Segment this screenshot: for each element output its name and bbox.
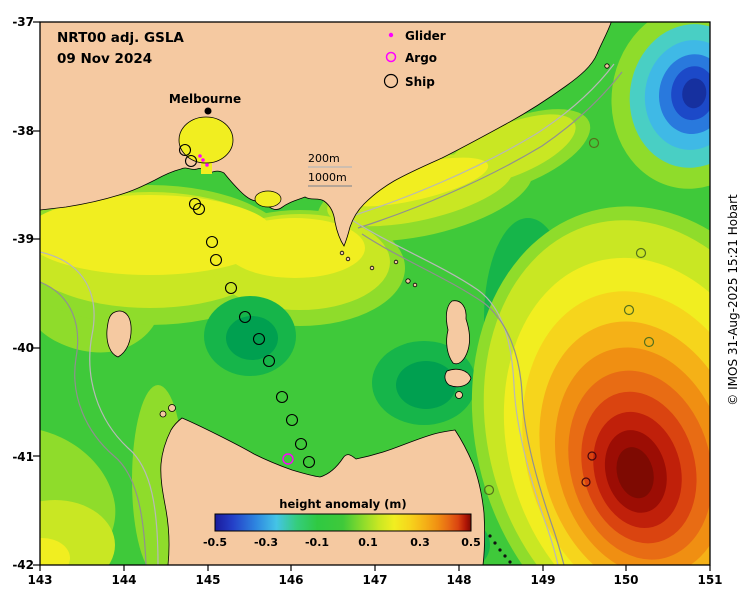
ship-marker	[302, 455, 316, 469]
float-marker	[635, 247, 647, 259]
track-dot-marker	[498, 548, 502, 552]
legend-label-argo: Argo	[405, 51, 437, 65]
map-date: 09 Nov 2024	[57, 51, 152, 67]
x-tick-label: 149	[530, 573, 555, 587]
y-axis-labels: -37 -38 -39 -40 -41 -42	[12, 15, 34, 572]
y-tick-label: -37	[12, 15, 34, 29]
land-three-hummock-island	[159, 410, 167, 418]
track-dot-marker	[508, 560, 512, 564]
glider-marker	[205, 163, 209, 167]
isobath-key: 200m 1000m	[308, 152, 352, 187]
ship-marker	[275, 390, 289, 404]
land-flinders-island	[445, 300, 470, 365]
colorbar-label: height anomaly (m)	[279, 497, 406, 511]
y-tick-label: -38	[12, 124, 34, 138]
float-marker	[623, 304, 635, 316]
land-cape-barren-island	[444, 368, 472, 388]
cold-core-eddy	[611, 22, 710, 189]
land-hunter-island	[168, 404, 176, 412]
legend-label-glider: Glider	[405, 29, 446, 43]
copyright-text: © IMOS 31-Aug-2025 15:21 Hobart	[726, 194, 740, 406]
land-kent-group-island	[412, 282, 418, 288]
y-tick-label: -39	[12, 232, 34, 246]
float-marker	[587, 451, 597, 461]
land-king-island	[106, 310, 132, 358]
ship-circle-icon	[383, 73, 399, 89]
colorbar-tick: 0.3	[410, 536, 430, 549]
isobath-200m-label: 200m	[308, 152, 340, 165]
y-tick-label: -40	[12, 341, 34, 355]
land-prom-islet	[339, 250, 345, 256]
land-gabo-island	[604, 63, 610, 69]
land-prom-islet	[345, 256, 351, 262]
isobath-1000m-label: 1000m	[308, 171, 347, 184]
land-curtis-island	[369, 265, 375, 271]
colorbar-tick: -0.3	[254, 536, 278, 549]
float-marker	[643, 336, 655, 348]
x-tick-label: 148	[446, 573, 471, 587]
land-hogan-island	[393, 259, 399, 265]
colorbar-tick: -0.1	[305, 536, 329, 549]
melbourne-label: Melbourne	[169, 92, 241, 106]
legend-label-ship: Ship	[405, 75, 435, 89]
ship-marker	[224, 281, 238, 295]
argo-marker	[282, 453, 294, 465]
x-tick-label: 147	[362, 573, 387, 587]
argo-circle-icon	[385, 51, 397, 63]
legend: Glider Argo Ship	[383, 29, 446, 89]
x-tick-label: 150	[613, 573, 638, 587]
coastal-band-yellow	[40, 157, 489, 565]
ship-marker	[252, 332, 266, 346]
observation-markers	[178, 137, 655, 564]
colorbar-gradient	[214, 513, 472, 532]
colorbar-tick: 0.5	[461, 536, 481, 549]
float-marker	[483, 484, 495, 496]
land-clarke-island	[455, 391, 463, 399]
ship-marker	[285, 413, 299, 427]
x-tick-label: 143	[27, 573, 52, 587]
melbourne-city-dot	[204, 107, 212, 115]
ship-marker	[192, 202, 206, 216]
x-tick-label: 146	[278, 573, 303, 587]
y-tick-label: -41	[12, 450, 34, 464]
port-phillip-bay	[178, 116, 234, 164]
x-tick-label: 151	[697, 573, 722, 587]
bathymetry-contours	[40, 63, 623, 565]
glider-dot-icon	[388, 32, 394, 38]
colorbar-tick: 0.1	[358, 536, 378, 549]
x-tick-label: 144	[111, 573, 136, 587]
ship-marker	[178, 143, 192, 157]
track-dot-marker	[493, 541, 497, 545]
float-marker	[581, 477, 591, 487]
glider-marker	[198, 154, 202, 158]
x-axis-labels: 143 144 145 146 147 148 149 150 151	[27, 573, 722, 587]
float-marker	[588, 137, 600, 149]
track-dot-marker	[488, 534, 492, 538]
land-mainland	[40, 22, 612, 247]
ship-marker	[294, 437, 308, 451]
warm-core-eddy	[471, 206, 710, 565]
ship-marker	[184, 154, 198, 168]
y-tick-label: -42	[12, 558, 34, 572]
track-dot-marker	[503, 554, 507, 558]
ship-marker	[262, 354, 276, 368]
ship-marker	[209, 253, 223, 267]
ship-marker	[205, 235, 219, 249]
colorbar: height anomaly (m) -0.5 -0.3 -0.1 0.1 0.…	[203, 497, 481, 549]
x-tick-label: 145	[195, 573, 220, 587]
colorbar-tick: -0.5	[203, 536, 227, 549]
map-title: NRT00 adj. GSLA	[57, 30, 184, 46]
land-kent-group-island	[405, 278, 411, 284]
ship-marker	[238, 310, 252, 324]
axis-ticks	[33, 21, 711, 571]
glider-marker	[201, 158, 205, 162]
western-port-bay	[254, 190, 282, 208]
